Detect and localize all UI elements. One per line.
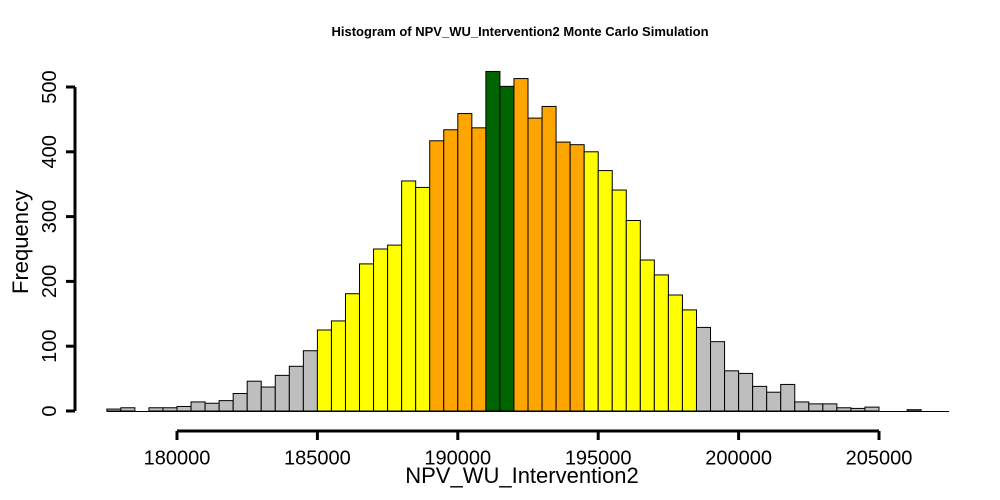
histogram-bar [485, 70, 501, 412]
histogram-bar [260, 386, 276, 412]
histogram-bar [148, 407, 164, 412]
histogram-bar [106, 408, 122, 412]
histogram-bar [120, 407, 136, 412]
histogram-bar [667, 294, 683, 412]
y-axis-label: Frequency [8, 190, 33, 294]
histogram-bar [625, 219, 641, 412]
histogram-bar [401, 180, 417, 412]
histogram-bar [429, 140, 445, 412]
histogram-bar [794, 401, 810, 412]
histogram-bar [738, 372, 754, 412]
y-tick-label: 100 [39, 330, 61, 363]
histogram-bar [330, 320, 346, 412]
x-tick-label: 195000 [565, 448, 632, 470]
histogram-bar [583, 151, 599, 412]
y-tick-label: 200 [39, 265, 61, 298]
histogram-bar [204, 402, 220, 412]
histogram-bar [906, 409, 922, 412]
x-tick-label: 205000 [846, 448, 913, 470]
histogram-bar [639, 259, 655, 412]
histogram-bar [569, 144, 585, 412]
y-tick-label: 300 [39, 200, 61, 233]
histogram-bar [415, 186, 431, 412]
x-tick-label: 185000 [284, 448, 351, 470]
histogram-bar [597, 170, 613, 412]
histogram-bar [653, 274, 669, 412]
histogram-bar [246, 380, 262, 412]
histogram-bar [218, 400, 234, 412]
y-tick-label: 500 [39, 70, 61, 103]
histogram-bar [808, 403, 824, 412]
histogram-bar [443, 129, 459, 412]
histogram-bar [695, 326, 712, 412]
histogram-bar [822, 403, 838, 412]
histogram-bar [766, 391, 782, 412]
chart-title: Histogram of NPV_WU_Intervention2 Monte … [331, 24, 708, 39]
histogram-bar [836, 407, 852, 412]
histogram-bar [780, 383, 796, 412]
histogram-bar [710, 341, 726, 412]
histogram-bar [864, 406, 880, 412]
histogram-bar [288, 365, 304, 412]
histogram-bar [232, 393, 248, 412]
x-tick-label: 200000 [705, 448, 772, 470]
histogram-bar [316, 329, 332, 412]
histogram-bar [527, 117, 543, 412]
y-tick-label: 400 [39, 135, 61, 168]
x-axis: 180000 185000 190000 195000 200000 205000 [144, 429, 913, 470]
histogram-bar [176, 405, 192, 412]
histogram-bar [457, 113, 473, 412]
histogram-bar [302, 350, 318, 412]
histogram-bar [373, 248, 389, 412]
histogram-bar [752, 385, 768, 412]
y-axis: 0 100 200 300 400 500 [39, 70, 77, 417]
histogram-bar [471, 127, 487, 412]
histogram-bar [681, 309, 697, 412]
histogram-bar [162, 407, 178, 412]
histogram-bar [555, 141, 571, 412]
histogram-bar [190, 401, 206, 412]
histogram-bars [106, 70, 950, 412]
histogram-bar [850, 407, 866, 412]
histogram-bar [611, 189, 627, 412]
x-tick-label: 180000 [144, 448, 211, 470]
histogram-bar [344, 293, 361, 412]
histogram-bar [541, 105, 557, 412]
x-axis-label: NPV_WU_Intervention2 [405, 463, 639, 488]
histogram-bar [274, 374, 290, 412]
histogram-bar [359, 263, 375, 412]
x-tick-label: 190000 [424, 448, 491, 470]
y-tick-label: 0 [39, 405, 61, 416]
histogram-bar [387, 244, 403, 412]
histogram-bar [499, 85, 515, 412]
histogram-bar [724, 370, 740, 412]
histogram-bar [513, 78, 529, 412]
